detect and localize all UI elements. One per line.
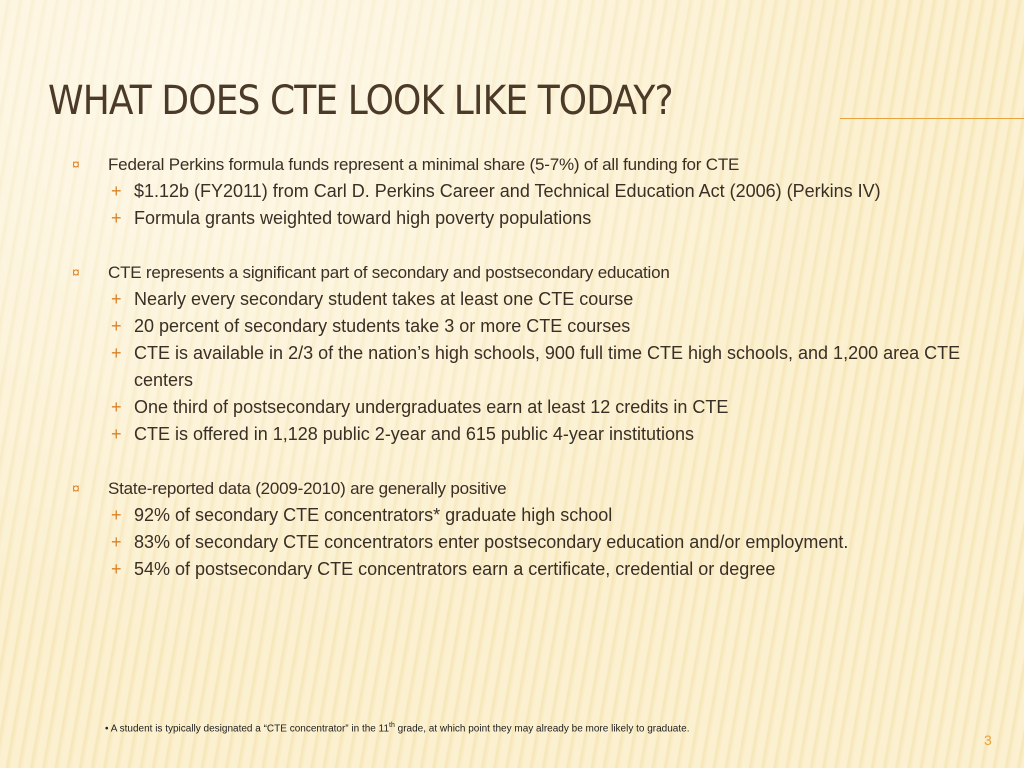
title-rule <box>840 118 1024 119</box>
slide-title: WHAT DOES CTE LOOK LIKE TODAY? <box>48 78 674 124</box>
section: Federal Perkins formula funds represent … <box>70 151 975 232</box>
sub-bullet: CTE is available in 2/3 of the nation’s … <box>70 340 975 394</box>
footnote-text: A student is typically designated a “CTE… <box>110 723 390 735</box>
section: CTE represents a significant part of sec… <box>70 259 975 448</box>
sub-bullet: 92% of secondary CTE concentrators* grad… <box>70 502 975 529</box>
sub-bullet: One third of postsecondary undergraduate… <box>70 394 975 421</box>
section-heading: Federal Perkins formula funds represent … <box>70 151 975 178</box>
sub-bullet: 83% of secondary CTE concentrators enter… <box>70 529 975 556</box>
page-number: 3 <box>984 732 992 748</box>
footnote: • A student is typically designated a “C… <box>105 722 690 735</box>
sub-bullet: Nearly every secondary student takes at … <box>70 286 975 313</box>
footnote-sup: th <box>389 722 395 729</box>
sub-bullet: $1.12b (FY2011) from Carl D. Perkins Car… <box>70 178 975 205</box>
sub-bullet: Formula grants weighted toward high pove… <box>70 205 975 232</box>
section: State-reported data (2009-2010) are gene… <box>70 475 975 583</box>
section-heading: CTE represents a significant part of sec… <box>70 259 975 286</box>
section-heading: State-reported data (2009-2010) are gene… <box>70 475 975 502</box>
bullet-list: Federal Perkins formula funds represent … <box>70 151 975 610</box>
sub-bullet: CTE is offered in 1,128 public 2-year an… <box>70 421 975 448</box>
footnote-text: grade, at which point they may already b… <box>394 723 690 735</box>
sub-bullet: 54% of postsecondary CTE concentrators e… <box>70 556 975 583</box>
sub-bullet: 20 percent of secondary students take 3 … <box>70 313 975 340</box>
